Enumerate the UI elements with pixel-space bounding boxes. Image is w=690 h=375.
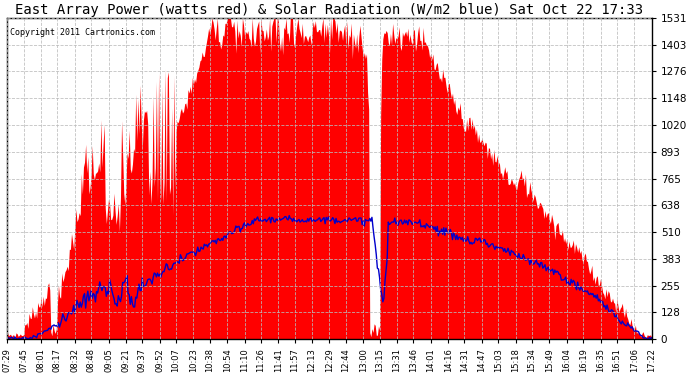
Text: Copyright 2011 Cartronics.com: Copyright 2011 Cartronics.com [10, 28, 155, 37]
Title: East Array Power (watts red) & Solar Radiation (W/m2 blue) Sat Oct 22 17:33: East Array Power (watts red) & Solar Rad… [15, 3, 644, 17]
